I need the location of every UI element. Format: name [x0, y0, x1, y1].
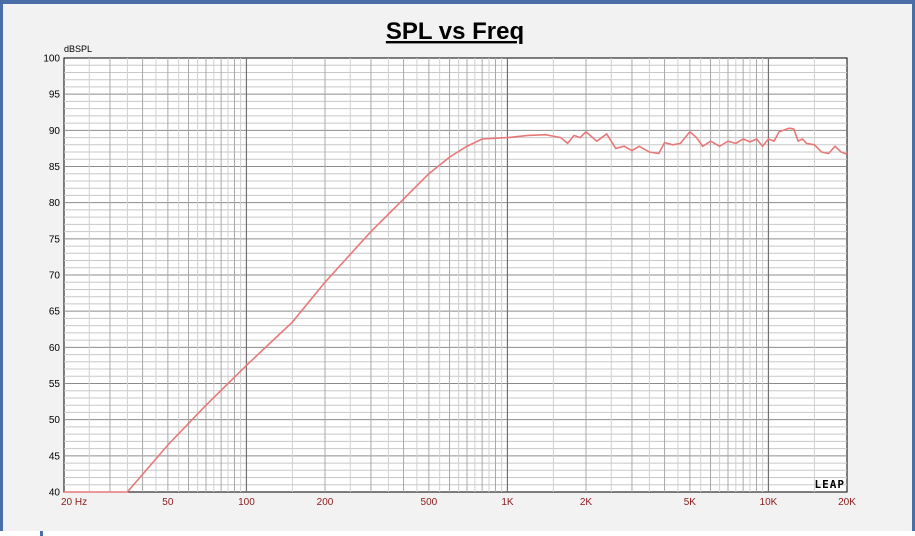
leap-logo: LEAP — [815, 478, 846, 491]
y-tick-label: 70 — [49, 271, 61, 282]
grid-lines — [64, 58, 847, 492]
chart-title: SPL vs Freq — [386, 18, 524, 45]
x-tick-label: 50 — [162, 497, 174, 508]
y-tick-label: 100 — [43, 54, 60, 65]
y-tick-label: 55 — [49, 379, 61, 390]
y-tick-label: 60 — [49, 343, 61, 354]
x-tick-label: 20 Hz — [61, 497, 87, 508]
y-tick-label: 85 — [49, 162, 61, 173]
y-tick-label: 45 — [49, 451, 61, 462]
x-tick-label: 1K — [501, 497, 514, 508]
y-tick-label: 90 — [49, 126, 61, 137]
x-tick-label: 100 — [238, 497, 255, 508]
bottom-strip — [0, 531, 915, 536]
y-tick-label: 50 — [49, 415, 61, 426]
y-axis: 100 95 90 85 80 75 70 65 60 55 50 45 40 — [43, 54, 60, 499]
x-tick-label: 2K — [580, 497, 593, 508]
x-tick-label: 10K — [760, 497, 778, 508]
y-tick-label: 40 — [49, 488, 61, 499]
x-tick-label: 200 — [317, 497, 334, 508]
x-tick-label: 20K — [838, 497, 856, 508]
spl-curve-line — [64, 127, 848, 493]
y-tick-label: 75 — [49, 234, 61, 245]
y-tick-label: 95 — [49, 90, 61, 101]
y-tick-label: 80 — [49, 198, 61, 209]
x-tick-label: 5K — [684, 497, 697, 508]
x-axis: 20 Hz 50 100 200 500 1K 2K 5K 10K 20K — [61, 497, 856, 508]
y-tick-label: 65 — [49, 307, 61, 318]
y-axis-unit: dBSPL — [64, 44, 92, 54]
x-tick-label: 500 — [421, 497, 438, 508]
